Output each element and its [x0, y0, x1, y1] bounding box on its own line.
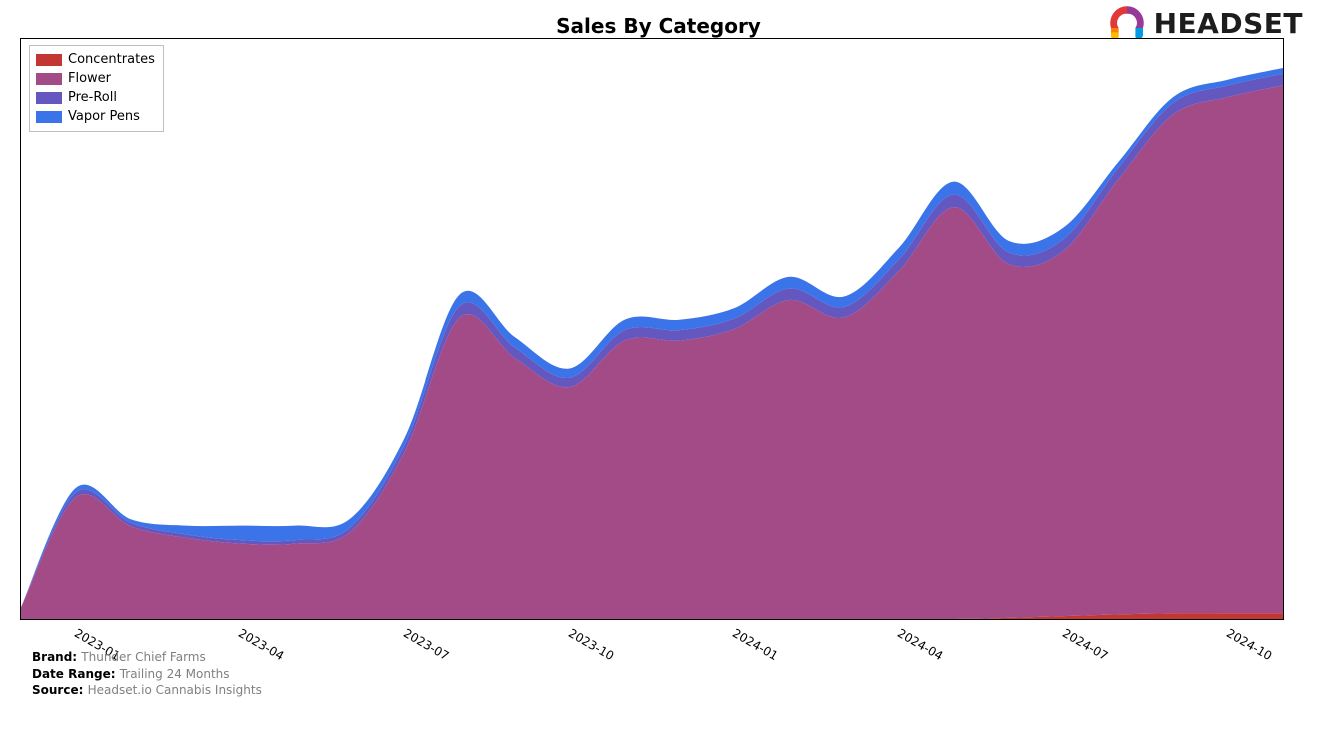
footer-value: Headset.io Cannabis Insights [88, 683, 262, 697]
legend-item: Concentrates [36, 51, 155, 70]
legend-box: ConcentratesFlowerPre-RollVapor Pens [29, 45, 164, 132]
legend-item: Flower [36, 70, 155, 89]
footer-value: Thunder Chief Farms [81, 650, 205, 664]
x-tick-label: 2024-01 [730, 626, 780, 663]
footer-row: Source: Headset.io Cannabis Insights [32, 682, 262, 698]
legend-swatch [36, 54, 62, 66]
footer-row: Brand: Thunder Chief Farms [32, 649, 262, 665]
legend-item: Pre-Roll [36, 89, 155, 108]
legend-swatch [36, 111, 62, 123]
legend-label: Flower [68, 70, 111, 89]
chart-container: Sales By Category HEADSET 2023-012023-04… [0, 0, 1317, 738]
footer-key: Date Range: [32, 667, 120, 681]
headset-logo-text: HEADSET [1154, 7, 1303, 40]
stacked-area-svg [21, 39, 1283, 619]
x-tick-label: 2024-04 [895, 626, 945, 663]
footer-row: Date Range: Trailing 24 Months [32, 666, 262, 682]
legend-label: Vapor Pens [68, 108, 140, 127]
legend-swatch [36, 73, 62, 85]
x-tick-label: 2023-07 [401, 626, 451, 663]
x-tick-label: 2024-10 [1224, 626, 1274, 663]
legend-item: Vapor Pens [36, 108, 155, 127]
x-tick-label: 2024-07 [1060, 626, 1110, 663]
legend-label: Pre-Roll [68, 89, 117, 108]
plot-area [20, 38, 1284, 620]
footer-key: Source: [32, 683, 88, 697]
footer-metadata: Brand: Thunder Chief FarmsDate Range: Tr… [32, 649, 262, 698]
x-tick-label: 2023-10 [566, 626, 616, 663]
footer-value: Trailing 24 Months [120, 667, 230, 681]
legend-label: Concentrates [68, 51, 155, 70]
legend-swatch [36, 92, 62, 104]
footer-key: Brand: [32, 650, 81, 664]
